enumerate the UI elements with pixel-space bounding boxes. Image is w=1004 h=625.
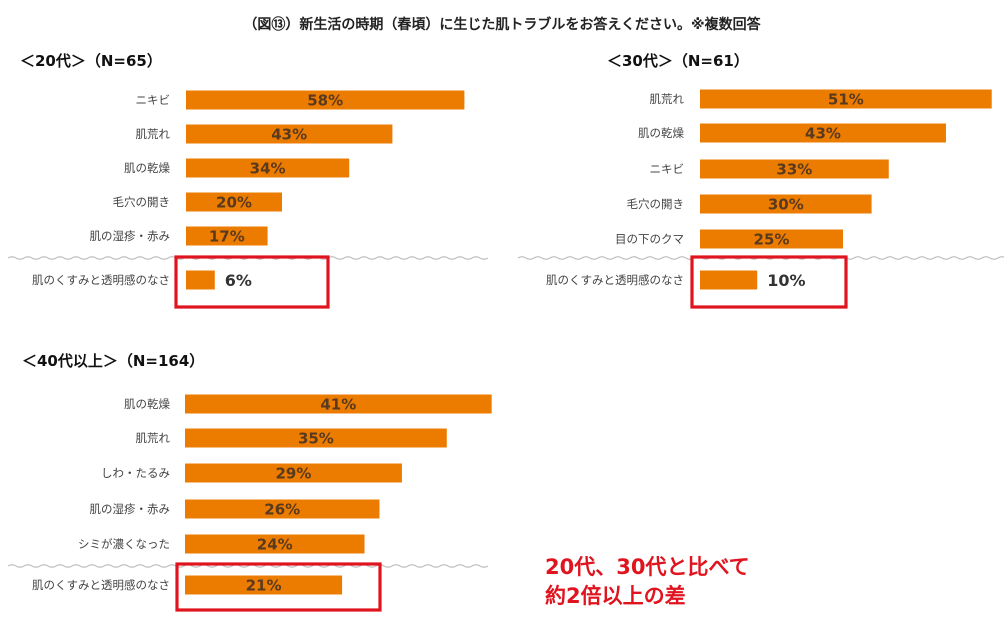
category-label-1-2: ニキビ: [650, 162, 685, 176]
category-label-0-3: 毛穴の開き: [113, 195, 171, 209]
comparison-note: 20代、30代と比べて 約2倍以上の差: [545, 553, 750, 611]
value-label-0-1: 43%: [271, 126, 307, 144]
bar-0-0: [186, 90, 465, 110]
bar-1-4: [700, 229, 843, 249]
value-label-2-2: 29%: [276, 465, 312, 483]
value-label-0-2: 34%: [250, 160, 286, 178]
value-label-1-1: 43%: [805, 125, 841, 143]
highlight-box-2: [175, 562, 382, 612]
panel-title-30s: ＜30代＞（N=61）: [607, 52, 749, 70]
bar-1-2: [700, 159, 889, 179]
panel-2-separator: [7, 564, 489, 568]
bar-0-2: [186, 158, 350, 178]
value-label-1-4: 25%: [754, 231, 790, 249]
category-label-0-0: ニキビ: [136, 93, 171, 107]
bar-2-2: [185, 463, 402, 483]
value-label-2-5: 21%: [246, 577, 282, 595]
bar-2-5: [185, 575, 343, 595]
comparison-note-line1: 20代、30代と比べて: [545, 555, 750, 579]
highlight-box-0: [174, 255, 330, 309]
comparison-note-line2: 約2倍以上の差: [545, 584, 686, 608]
value-label-0-0: 58%: [307, 92, 343, 110]
category-label-2-3: 肌の湿疹・赤み: [90, 502, 171, 516]
page-title: （図⑬）新生活の時期（春頃）に生じた肌トラブルをお答えください。※複数回答: [243, 17, 761, 33]
category-label-2-4: シミが濃くなった: [78, 537, 170, 551]
value-label-2-0: 41%: [320, 396, 356, 414]
value-label-2-4: 24%: [257, 536, 293, 554]
value-label-0-4: 17%: [209, 228, 245, 246]
category-label-1-3: 毛穴の開き: [627, 197, 685, 211]
value-label-1-5: 10%: [767, 271, 805, 290]
bar-0-4: [186, 226, 268, 246]
panel-title-20s: ＜20代＞（N=65）: [20, 52, 162, 70]
bar-2-0: [185, 394, 492, 414]
category-label-0-2: 肌の乾燥: [124, 161, 170, 175]
value-label-1-2: 33%: [776, 161, 812, 179]
bar-1-0: [700, 89, 992, 109]
category-label-1-1: 肌の乾燥: [638, 126, 684, 140]
bar-0-5: [186, 270, 215, 290]
category-label-0-5: 肌のくすみと透明感のなさ: [32, 273, 170, 287]
category-label-1-4: 目の下のクマ: [615, 232, 684, 246]
bar-1-5: [700, 270, 758, 290]
category-label-1-5: 肌のくすみと透明感のなさ: [546, 273, 684, 287]
category-label-2-0: 肌の乾燥: [124, 397, 170, 411]
bar-2-4: [185, 534, 365, 554]
value-label-1-3: 30%: [768, 196, 804, 214]
bar-0-1: [186, 124, 393, 144]
category-label-0-1: 肌荒れ: [136, 127, 171, 141]
value-label-2-1: 35%: [298, 430, 334, 448]
value-label-2-3: 26%: [264, 501, 300, 519]
bar-2-1: [185, 428, 447, 448]
highlight-box-1: [690, 255, 848, 309]
bar-1-3: [700, 194, 872, 214]
category-label-2-2: しわ・たるみ: [101, 466, 170, 480]
panel-title-40s-plus: ＜40代以上＞（N=164）: [22, 352, 205, 370]
bar-0-3: [186, 192, 282, 212]
value-label-0-3: 20%: [216, 194, 252, 212]
category-label-2-1: 肌荒れ: [136, 431, 171, 445]
bar-1-1: [700, 123, 946, 143]
category-label-1-0: 肌荒れ: [650, 92, 685, 106]
category-label-0-4: 肌の湿疹・赤み: [90, 229, 171, 243]
value-label-0-5: 6%: [225, 271, 252, 290]
bar-2-3: [185, 499, 380, 519]
category-label-2-5: 肌のくすみと透明感のなさ: [32, 578, 170, 592]
value-label-1-0: 51%: [828, 91, 864, 109]
